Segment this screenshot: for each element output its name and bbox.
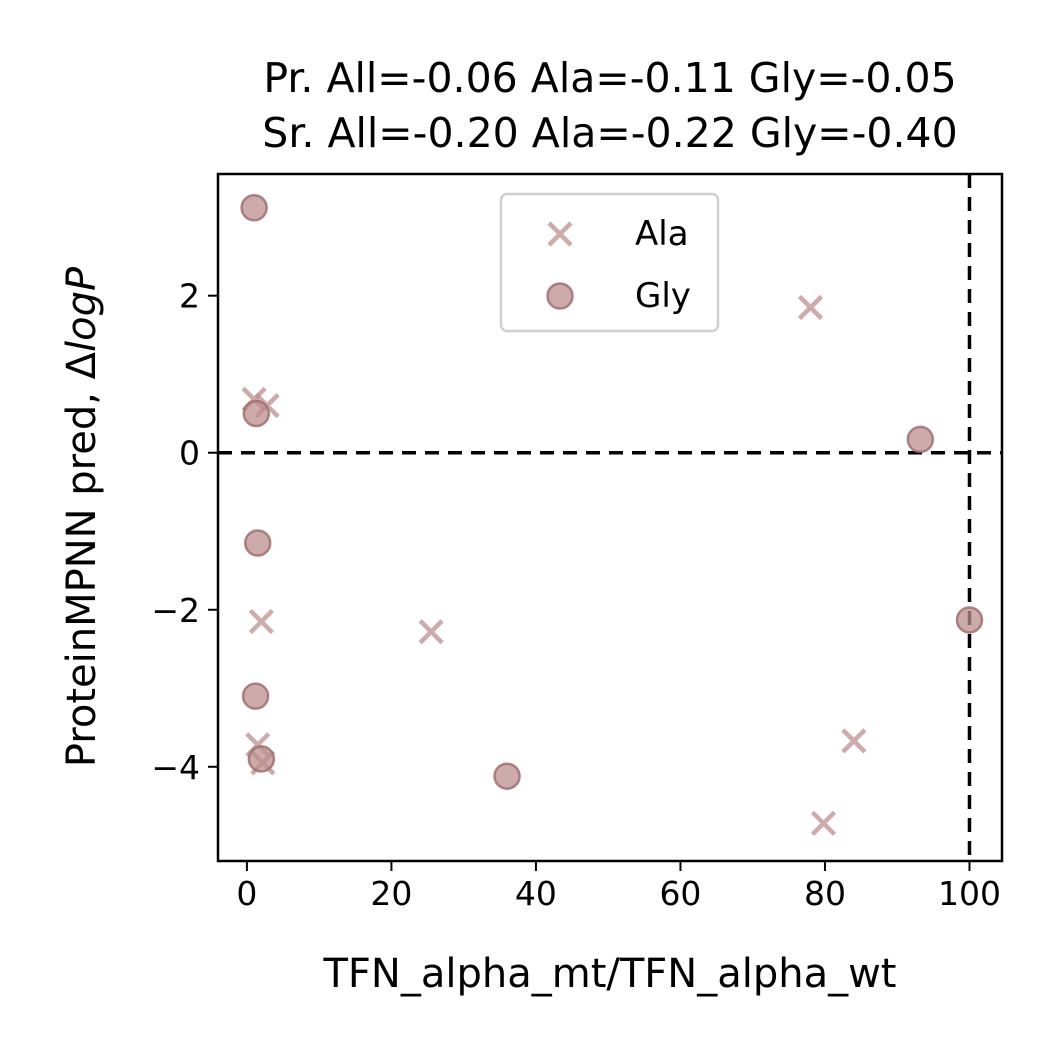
plot-marks — [218, 174, 1002, 861]
data-point-ala-2 — [797, 294, 824, 321]
x-tick-label: 80 — [804, 874, 846, 913]
data-point-gly-5 — [241, 682, 270, 710]
legend-marker-gly — [546, 282, 574, 310]
y-tick-label: −4 — [151, 748, 200, 787]
chart-title-line-2: Sr. All=-0.20 Ala=-0.22 Gly=-0.40 — [262, 109, 957, 157]
legend-x-marker — [547, 221, 573, 247]
data-point-ala-8 — [810, 810, 837, 836]
data-point-gly-3 — [243, 529, 272, 557]
x-axis-ticks: 0 20 40 60 80 100 — [236, 861, 1001, 913]
x-tick-label: 0 — [236, 874, 257, 913]
y-axis-label-italic: logP — [59, 266, 105, 352]
y-axis-ticks: −4 −2 0 2 — [151, 277, 218, 787]
axes-frame — [216, 172, 1004, 863]
data-point-gly-0 — [240, 194, 268, 222]
x-tick-label: 60 — [659, 874, 701, 913]
data-point-gly-2 — [906, 425, 935, 454]
y-axis-label: ProteinMPNN pred, ΔlogP — [59, 266, 105, 767]
series-gly — [240, 194, 984, 790]
y-tick-label: 2 — [179, 277, 200, 316]
legend-marker-ala — [547, 221, 573, 247]
legend-circle-marker — [546, 282, 574, 310]
data-point-ala-4 — [418, 619, 444, 645]
legend: Ala Gly — [499, 192, 720, 333]
y-tick-label: 0 — [179, 434, 200, 473]
x-tick-label: 100 — [938, 874, 1001, 913]
x-tick-label: 40 — [515, 874, 557, 913]
y-axis-label-prefix: ProteinMPNN pred, Δ — [59, 351, 105, 767]
data-point-gly-4 — [955, 606, 984, 634]
data-point-gly-6 — [247, 745, 276, 773]
data-point-gly-1 — [242, 399, 271, 428]
data-point-ala-7 — [841, 728, 867, 754]
legend-label-gly: Gly — [635, 276, 691, 316]
x-tick-label: 20 — [370, 874, 412, 913]
legend-label-ala: Ala — [635, 214, 689, 254]
chart-title-line-1: Pr. All=-0.06 Ala=-0.11 Gly=-0.05 — [263, 54, 956, 102]
series-ala — [241, 294, 867, 836]
x-axis-label: TFN_alpha_mt/TFN_alpha_wt — [322, 951, 896, 997]
y-tick-label: −2 — [151, 591, 200, 630]
data-point-ala-3 — [248, 608, 274, 635]
data-point-gly-7 — [493, 762, 521, 790]
